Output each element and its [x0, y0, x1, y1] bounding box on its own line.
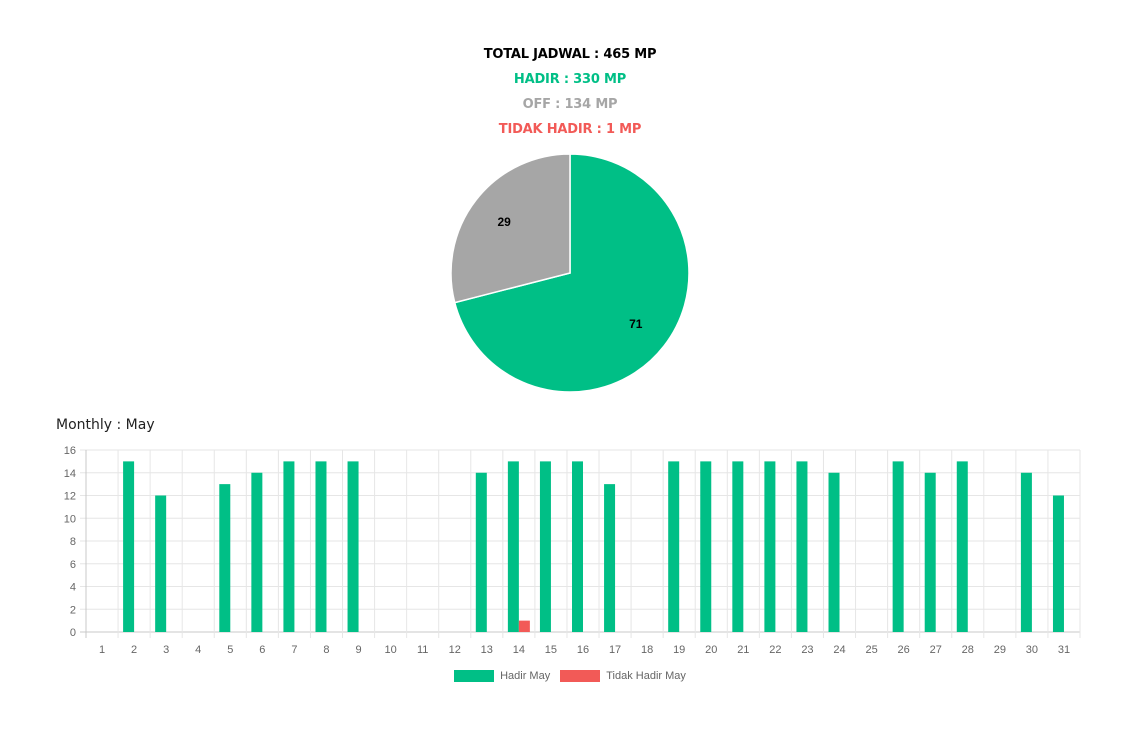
pie-slice[interactable]	[453, 153, 690, 393]
bar-hadir[interactable]	[123, 461, 135, 632]
off-label: OFF : 134 MP	[522, 97, 618, 112]
pie-slice[interactable]	[450, 153, 571, 304]
bar-hadir[interactable]	[475, 472, 487, 632]
bar-hadir[interactable]	[732, 461, 744, 632]
y-tick-label: 8	[70, 536, 76, 548]
bar-hadir[interactable]	[572, 461, 583, 632]
bar-hadir[interactable]	[283, 461, 295, 632]
bar-hadir[interactable]	[796, 461, 808, 632]
bar-hadir[interactable]	[251, 472, 263, 632]
x-tick-label: 6	[259, 644, 265, 656]
bar-hadir[interactable]	[956, 461, 968, 632]
x-tick-label: 13	[481, 644, 493, 656]
bar-hadir[interactable]	[892, 461, 904, 632]
x-tick-label: 29	[994, 644, 1006, 656]
bar-chart-grid	[80, 449, 1081, 638]
y-tick-label: 12	[64, 491, 76, 503]
x-tick-label: 23	[801, 644, 813, 656]
x-tick-label: 7	[291, 644, 297, 656]
x-tick-label: 28	[962, 644, 974, 656]
bar-tidak-hadir[interactable]	[518, 620, 530, 632]
bar-hadir[interactable]	[924, 472, 936, 632]
x-tick-label: 11	[417, 644, 428, 656]
x-tick-label: 1	[99, 644, 105, 656]
present-label: HADIR : 330 MP	[513, 72, 627, 87]
x-tick-label: 27	[930, 644, 942, 656]
x-tick-label: 10	[384, 644, 396, 656]
x-tick-label: 12	[449, 644, 461, 656]
x-tick-label: 17	[609, 644, 621, 656]
bar-hadir[interactable]	[347, 461, 359, 632]
x-tick-label: 30	[1026, 644, 1038, 656]
x-tick-label: 22	[769, 644, 781, 656]
x-tick-label: 26	[898, 644, 910, 656]
bar-hadir[interactable]	[219, 484, 231, 632]
legend-label-hadir: Hadir May	[500, 670, 551, 682]
bar-hadir[interactable]	[700, 461, 712, 632]
x-tick-label: 15	[545, 644, 557, 656]
y-tick-label: 10	[64, 513, 76, 525]
x-tick-label: 3	[163, 644, 169, 656]
x-tick-label: 18	[641, 644, 653, 656]
y-tick-label: 16	[64, 445, 76, 457]
legend-swatch-tidak-hadir	[560, 670, 601, 682]
x-tick-label: 4	[195, 644, 201, 656]
x-tick-label: 16	[577, 644, 589, 656]
y-tick-label: 6	[70, 559, 76, 571]
y-tick-label: 0	[70, 627, 76, 639]
y-tick-label: 4	[70, 582, 76, 594]
bar-hadir[interactable]	[1052, 495, 1064, 633]
pie-slice-label: 29	[498, 215, 512, 229]
x-tick-label: 20	[705, 644, 717, 656]
monthly-chart-title: Monthly : May	[56, 417, 155, 433]
x-tick-label: 21	[737, 644, 749, 656]
legend-swatch-hadir	[454, 670, 495, 682]
attendance-summary: TOTAL JADWAL : 465 MP HADIR : 330 MP OFF…	[0, 42, 1140, 142]
x-tick-label: 5	[227, 644, 233, 656]
bar-hadir[interactable]	[1020, 472, 1032, 632]
total-schedule-label: TOTAL JADWAL : 465 MP	[483, 47, 657, 62]
x-tick-label: 19	[673, 644, 685, 656]
x-tick-label: 8	[323, 644, 329, 656]
x-tick-label: 2	[131, 644, 137, 656]
absent-label: TIDAK HADIR : 1 MP	[498, 122, 642, 137]
bar-hadir[interactable]	[507, 461, 519, 632]
y-tick-label: 14	[64, 468, 76, 480]
legend-label-tidak-hadir: Tidak Hadir May	[606, 670, 686, 682]
bar-hadir[interactable]	[155, 495, 167, 633]
x-tick-label: 9	[355, 644, 361, 656]
legend-item-tidak-hadir[interactable]: Tidak Hadir May	[560, 670, 686, 682]
bar-hadir[interactable]	[604, 484, 616, 632]
x-tick-label: 25	[865, 644, 877, 656]
bar-hadir[interactable]	[315, 461, 327, 632]
bar-hadir[interactable]	[828, 472, 840, 632]
bar-chart-legend: Hadir May Tidak Hadir May	[0, 670, 1140, 682]
x-tick-label: 14	[513, 644, 525, 656]
x-tick-label: 24	[833, 644, 845, 656]
bar-hadir[interactable]	[539, 461, 551, 632]
bar-hadir[interactable]	[764, 461, 776, 632]
legend-item-hadir[interactable]: Hadir May	[454, 670, 550, 682]
y-tick-label: 2	[70, 604, 76, 616]
attendance-pie-chart[interactable]: 71 29	[0, 0, 1140, 400]
bar-hadir[interactable]	[668, 461, 680, 632]
pie-slice-label: 71	[629, 317, 643, 331]
x-tick-label: 31	[1058, 644, 1070, 656]
